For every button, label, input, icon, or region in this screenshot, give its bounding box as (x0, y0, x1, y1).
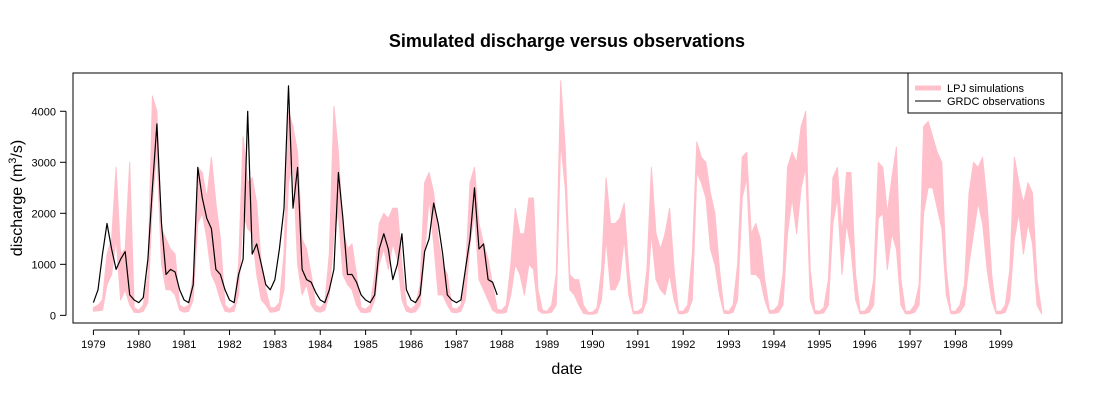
y-axis-label-main: discharge (m (9, 164, 26, 256)
x-tick-label: 1985 (353, 339, 377, 351)
x-tick-label: 1989 (535, 339, 559, 351)
x-tick-label: 1986 (399, 339, 423, 351)
x-tick-label: 1980 (127, 339, 151, 351)
x-axis-label: date (551, 361, 582, 378)
y-tick-label: 3000 (32, 157, 56, 169)
x-tick-label: 1987 (444, 339, 468, 351)
y-axis-label-superscript: 3 (7, 158, 19, 164)
x-tick-label: 1983 (263, 339, 287, 351)
x-tick-label: 1997 (898, 339, 922, 351)
x-tick-label: 1993 (716, 339, 740, 351)
x-tick-label: 1996 (852, 339, 876, 351)
axes-layer: 0 1000 2000 3000 4000 1979 1980 1981 1982 1983 198… (32, 106, 1013, 351)
legend-box (907, 72, 1063, 114)
y-tick-label: 2000 (32, 208, 56, 220)
x-tick-label: 1994 (762, 339, 786, 351)
data-layer (92, 80, 1043, 315)
x-tick-label: 1991 (626, 339, 650, 351)
x-tick-label: 1990 (580, 339, 604, 351)
legend-label-simulations: LPJ simulations (947, 83, 1025, 95)
chart-title: Simulated discharge versus observations (389, 31, 745, 51)
series-observations-line (92, 85, 498, 304)
x-tick-label: 1999 (989, 339, 1013, 351)
x-tick-label: 1995 (807, 339, 831, 351)
legend: LPJ simulations GRDC observations (907, 72, 1063, 114)
x-tick-label: 1998 (943, 339, 967, 351)
x-tick-label: 1979 (81, 339, 105, 351)
y-axis-label-tail: /s) (9, 140, 26, 158)
x-tick-label: 1992 (671, 339, 695, 351)
y-tick-label: 4000 (32, 106, 56, 118)
plot-frame (72, 72, 1063, 324)
y-axis-label: discharge (m3/s) (7, 140, 26, 256)
x-tick-label: 1984 (308, 339, 332, 351)
y-tick-label: 1000 (32, 259, 56, 271)
x-tick-label: 1981 (172, 339, 196, 351)
x-tick-label: 1988 (489, 339, 513, 351)
x-tick-label: 1982 (217, 339, 241, 351)
legend-label-observations: GRDC observations (947, 96, 1045, 108)
series-simulations-band (92, 80, 1043, 315)
y-tick-label: 0 (50, 310, 56, 322)
